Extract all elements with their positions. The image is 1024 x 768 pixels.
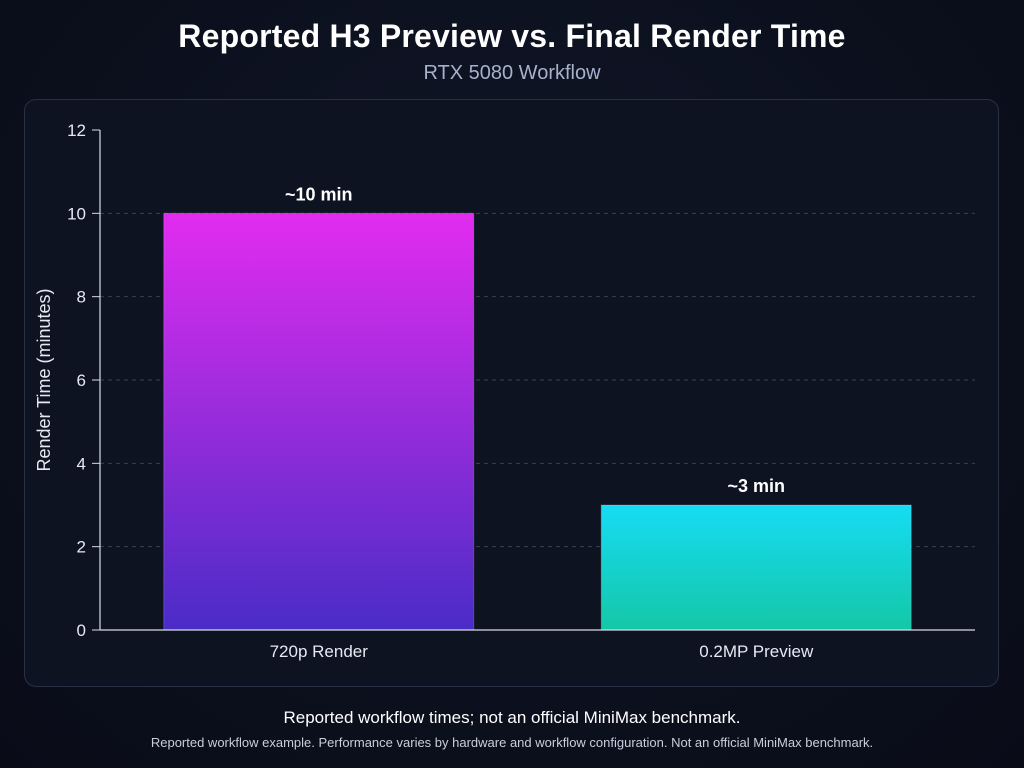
bar-1 [163, 212, 475, 631]
bars [163, 212, 912, 631]
y-tick-label-12: 12 [67, 121, 86, 140]
data-label-1: ~10 min [285, 184, 353, 204]
chart-title: Reported H3 Preview vs. Final Render Tim… [178, 18, 846, 54]
x-tick-label-2: 0.2MP Preview [699, 642, 814, 661]
y-tick-label-4: 4 [77, 454, 86, 473]
y-tick-label-0: 0 [77, 621, 86, 640]
data-label-2: ~3 min [727, 476, 785, 496]
labels: 0 2 4 6 8 10 12 ~10 min 720p Render ~3 min 0.2MP P… [67, 121, 814, 661]
y-axis-title: Render Time (minutes) [34, 288, 54, 471]
chart-subtitle: RTX 5080 Workflow [423, 62, 601, 84]
x-tick-label-1: 720p Render [270, 642, 369, 661]
y-tick-label-10: 10 [67, 204, 86, 223]
y-tick-label-8: 8 [77, 288, 86, 307]
y-tick-label-6: 6 [77, 371, 86, 390]
footer-note: Reported workflow example. Performance v… [150, 735, 874, 750]
footer-disclaimer: Reported workflow times; not an official… [283, 708, 741, 727]
axes [92, 129, 975, 631]
bar-2 [600, 504, 912, 631]
y-tick-label-2: 2 [77, 538, 86, 557]
